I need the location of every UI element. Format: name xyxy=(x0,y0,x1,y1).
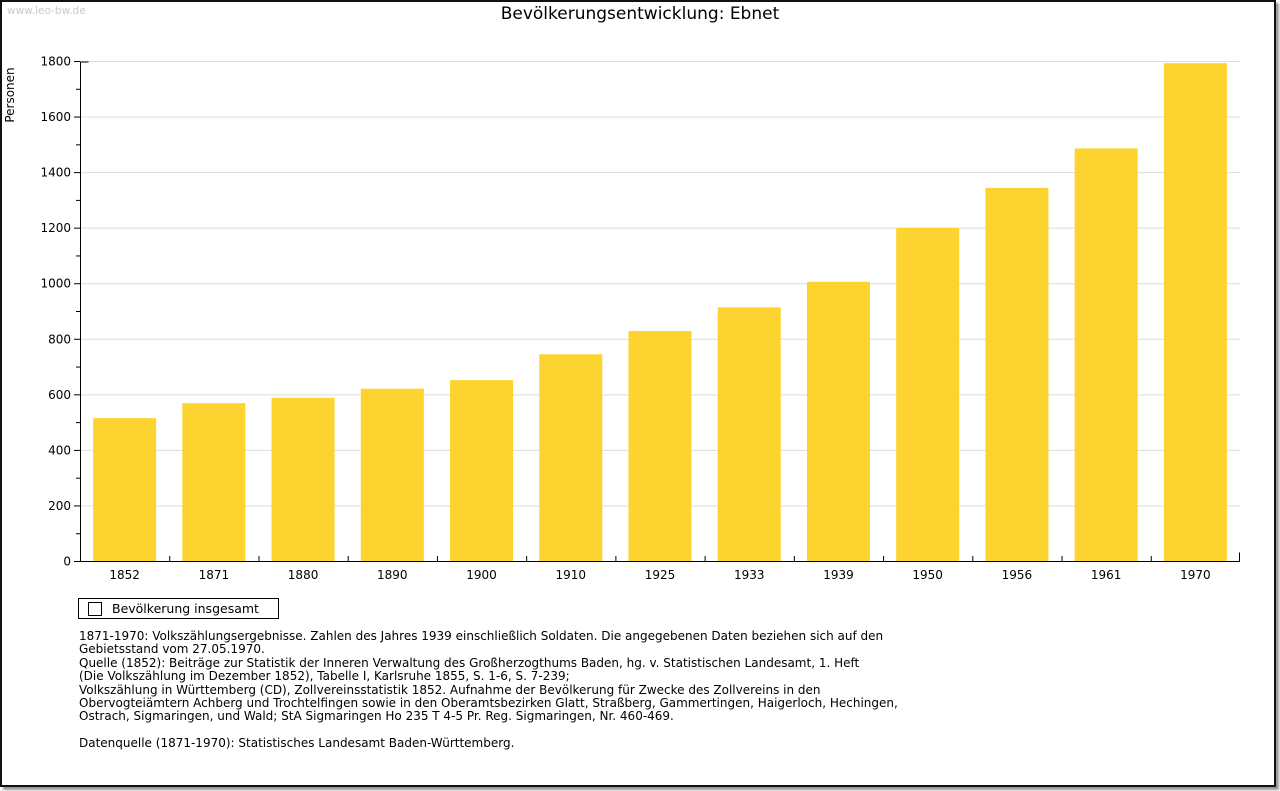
x-tick-label: 1925 xyxy=(645,568,676,582)
data-source-line: Datenquelle (1871-1970): Statistisches L… xyxy=(79,735,515,750)
bar-1950 xyxy=(896,227,960,561)
bar-1956 xyxy=(985,187,1049,561)
y-tick-label: 1600 xyxy=(40,110,71,124)
bar-1852 xyxy=(93,418,157,561)
footnote-line: (Die Volkszählung im Dezember 1852), Tab… xyxy=(79,669,570,684)
x-tick-label: 1970 xyxy=(1180,568,1211,582)
footnote-line: Gebietsstand vom 27.05.1970. xyxy=(79,642,265,657)
legend-swatch-icon xyxy=(88,601,102,616)
y-tick-label: 1800 xyxy=(40,55,71,69)
footnote-line: Obervogteiämtern Achberg und Trochtelfin… xyxy=(79,696,898,711)
legend-label: Bevölkerung insgesamt xyxy=(112,601,259,616)
bar-1961 xyxy=(1074,148,1138,561)
bar-1900 xyxy=(450,380,514,561)
bar-1925 xyxy=(628,330,692,561)
x-tick-label: 1852 xyxy=(109,568,140,582)
legend-box: Bevölkerung insgesamt xyxy=(78,598,279,619)
x-tick-label: 1961 xyxy=(1091,568,1122,582)
y-tick-label: 1000 xyxy=(40,277,71,291)
y-axis-title: Personen xyxy=(3,67,17,122)
bar-1910 xyxy=(539,354,603,561)
y-tick-label: 0 xyxy=(63,555,71,569)
bar-1939 xyxy=(806,281,870,561)
x-tick-label: 1910 xyxy=(555,568,586,582)
x-tick-label: 1933 xyxy=(734,568,765,582)
x-tick-label: 1890 xyxy=(377,568,408,582)
x-tick-label: 1880 xyxy=(288,568,319,582)
chart-title: Bevölkerungsentwicklung: Ebnet xyxy=(500,4,780,24)
y-tick-label: 400 xyxy=(48,443,71,457)
footnote-line: Ostrach, Sigmaringen, und Wald; StA Sigm… xyxy=(79,709,674,724)
footnote-line: 1871-1970: Volkszählungsergebnisse. Zahl… xyxy=(79,629,884,643)
bar-1890 xyxy=(360,388,424,561)
bar-1970 xyxy=(1163,63,1227,562)
bar-1880 xyxy=(271,397,335,561)
x-tick-label: 1871 xyxy=(199,568,230,582)
footnote-line: Volkszählung in Württemberg (CD), Zollve… xyxy=(79,682,821,697)
bar-1933 xyxy=(717,307,781,561)
y-tick-label: 600 xyxy=(48,388,71,402)
x-tick-label: 1900 xyxy=(466,568,497,582)
x-tick-label: 1939 xyxy=(823,568,854,582)
y-tick-label: 1400 xyxy=(40,166,71,180)
y-tick-label: 800 xyxy=(48,332,71,346)
watermark: www.leo-bw.de xyxy=(7,5,86,17)
y-tick-label: 200 xyxy=(48,499,71,513)
population-bar-chart: 0 200 400 600 800 1000 1200 1400 1600 1800 1852 187… xyxy=(3,55,1240,582)
footnotes: 1871-1970: Volkszählungsergebnisse. Zahl… xyxy=(79,629,898,750)
x-tick-label: 1956 xyxy=(1002,568,1033,582)
bar-1871 xyxy=(182,403,246,561)
footnote-line: Quelle (1852): Beiträge zur Statistik de… xyxy=(79,655,860,670)
y-tick-label: 1200 xyxy=(40,221,71,235)
x-tick-label: 1950 xyxy=(912,568,943,582)
